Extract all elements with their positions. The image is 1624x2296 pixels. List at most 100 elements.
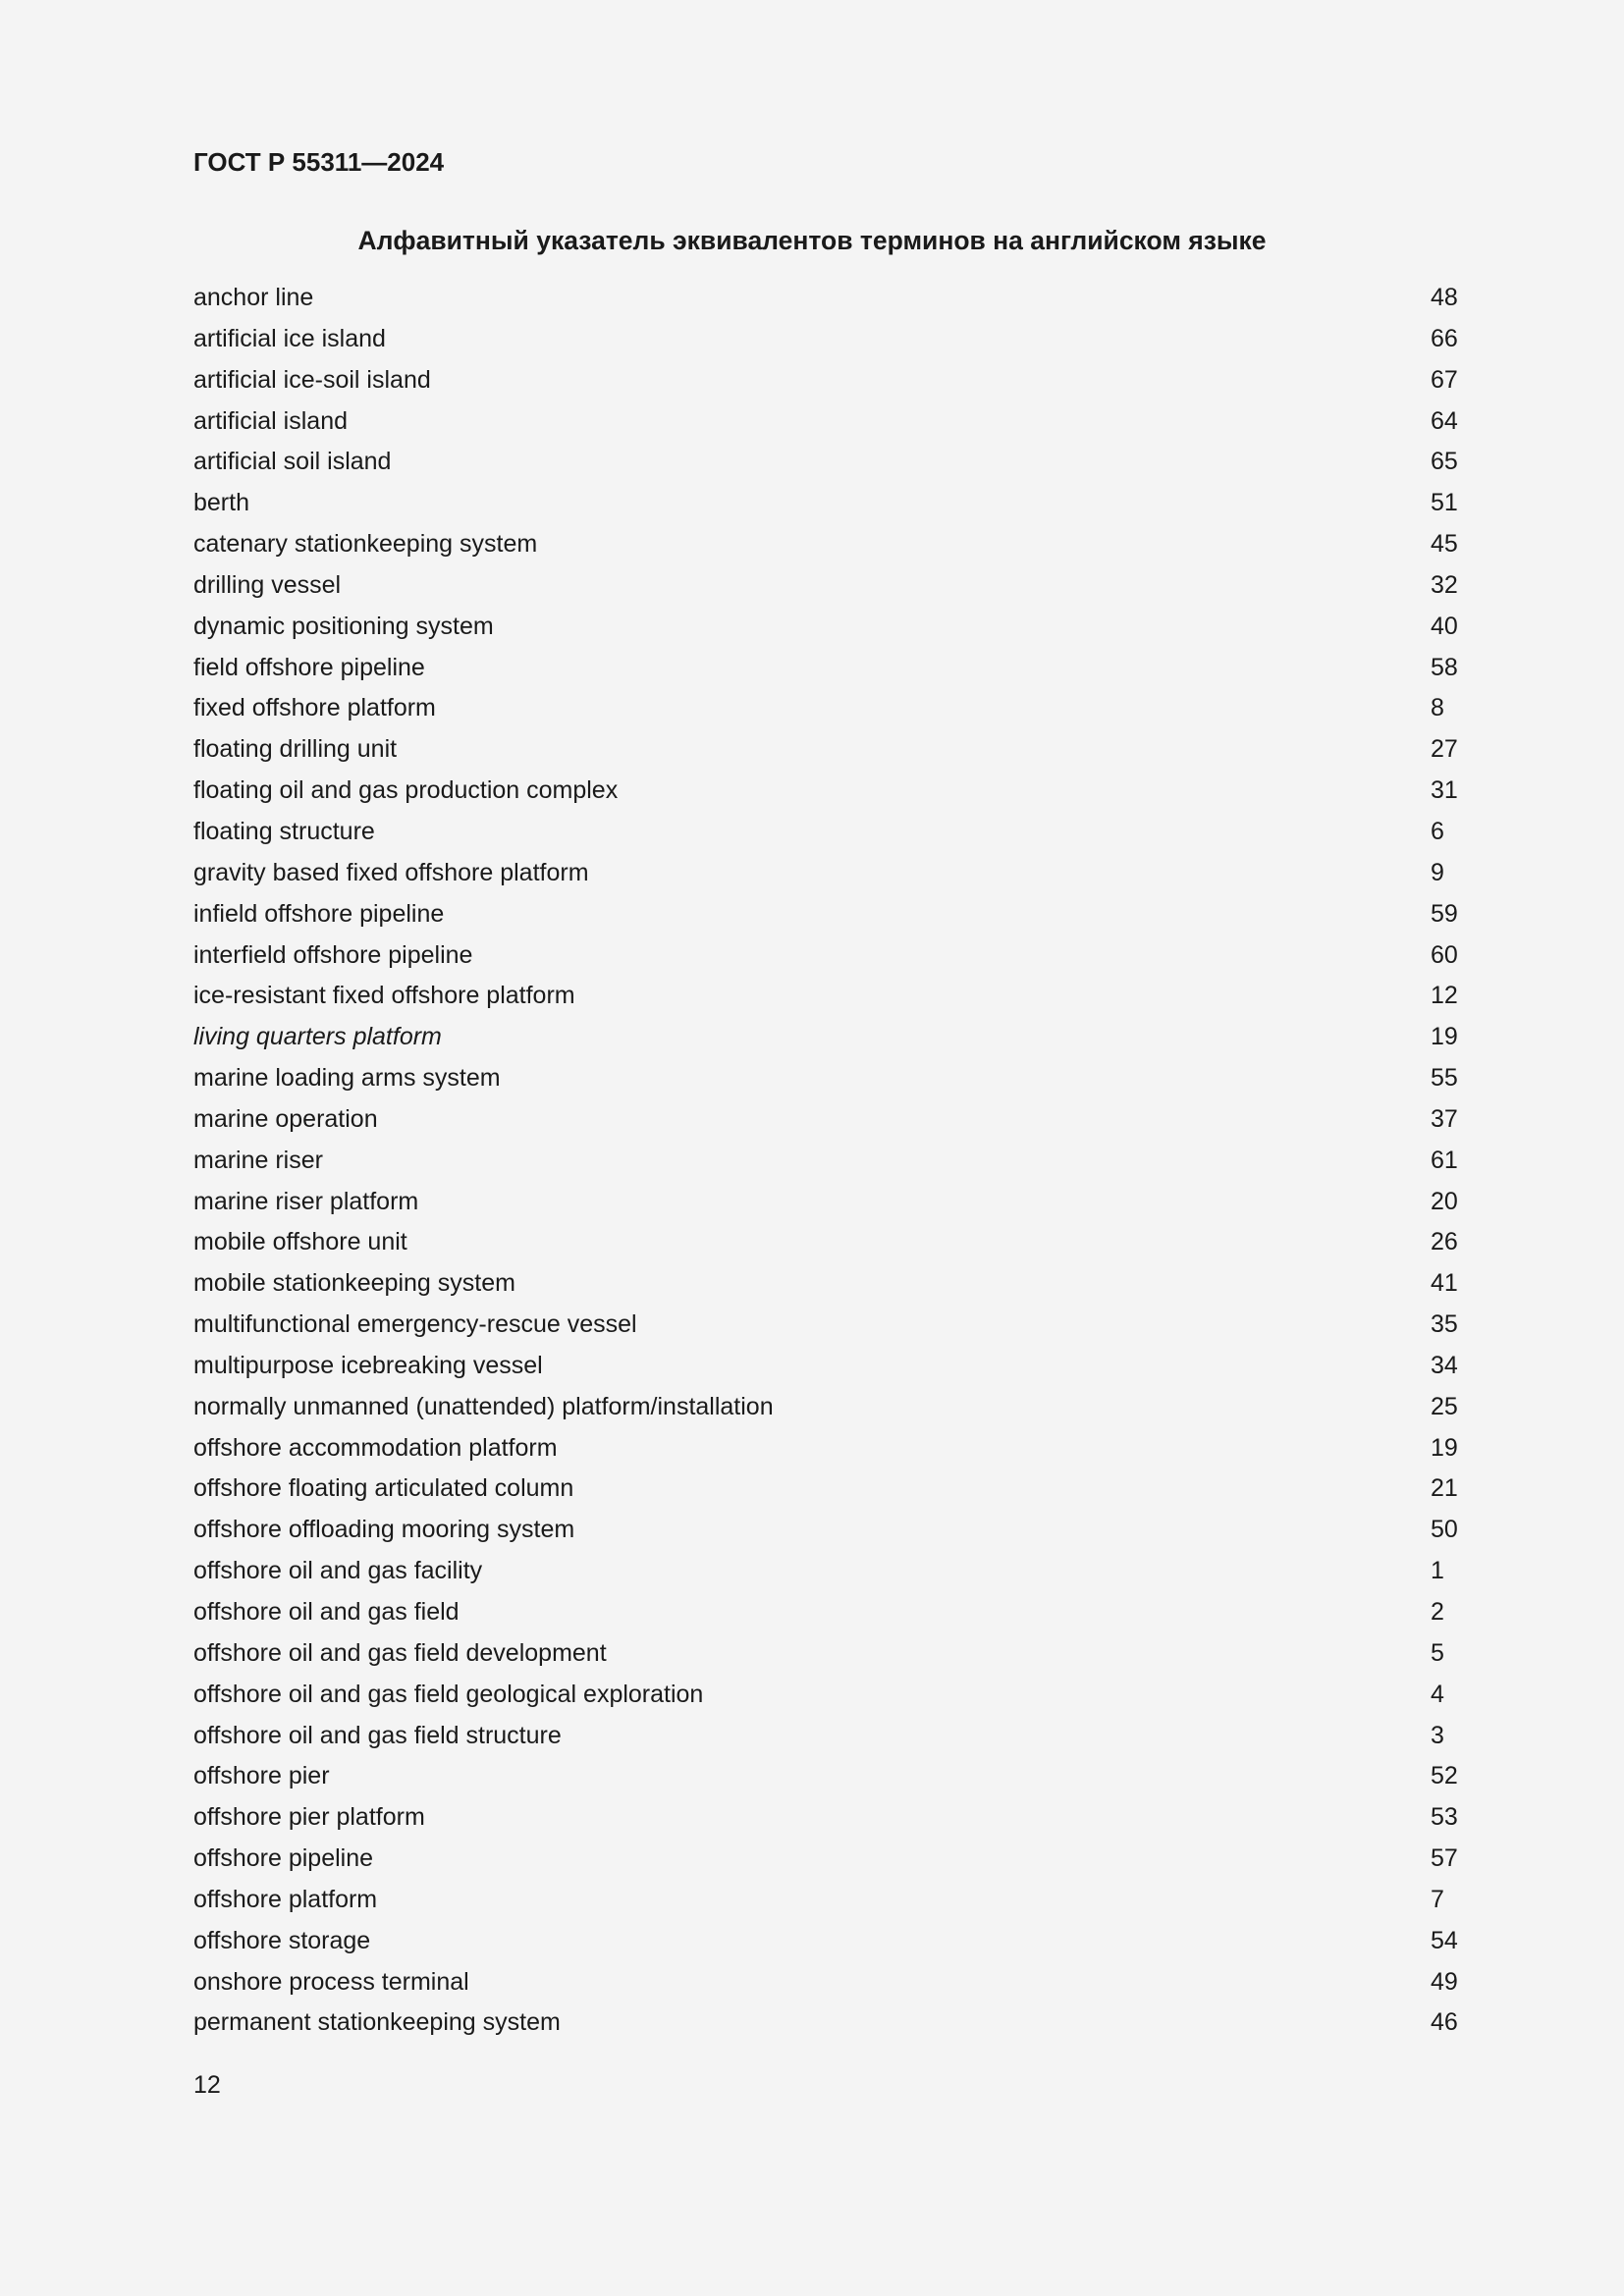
entry-term: offshore offloading mooring system xyxy=(193,1516,575,1544)
entry-number: 34 xyxy=(1431,1351,1458,1379)
index-entry: artificial ice island 66 xyxy=(193,319,1460,360)
entry-term: mobile offshore unit xyxy=(193,1228,407,1256)
entry-term: offshore storage xyxy=(193,1926,371,1954)
entry-term: fixed offshore platform xyxy=(193,694,436,722)
entry-number: 57 xyxy=(1431,1844,1458,1873)
entry-number: 12 xyxy=(1431,982,1458,1010)
entry-term: living quarters platform xyxy=(193,1023,442,1051)
entry-number: 41 xyxy=(1431,1269,1458,1298)
index-entry: offshore pier platform 53 xyxy=(193,1797,1460,1839)
entry-term: artificial soil island xyxy=(193,448,392,476)
entry-number: 1 xyxy=(1431,1557,1444,1585)
entry-term: field offshore pipeline xyxy=(193,653,425,681)
entry-number: 3 xyxy=(1431,1721,1444,1749)
entry-term: infield offshore pipeline xyxy=(193,899,445,928)
index-entry: dynamic positioning system 40 xyxy=(193,607,1460,648)
index-entry: mobile stationkeeping system 41 xyxy=(193,1263,1460,1305)
index-entry: permanent stationkeeping system 46 xyxy=(193,2002,1460,2044)
entry-term: offshore pier platform xyxy=(193,1803,425,1832)
entry-number: 2 xyxy=(1431,1598,1444,1626)
index-entry: field offshore pipeline 58 xyxy=(193,648,1460,689)
entry-term: offshore oil and gas field xyxy=(193,1598,460,1626)
index-entry: mobile offshore unit 26 xyxy=(193,1222,1460,1263)
index-entry: offshore oil and gas field 2 xyxy=(193,1592,1460,1633)
index-entry: marine operation 37 xyxy=(193,1099,1460,1141)
entry-number: 48 xyxy=(1431,284,1458,311)
index-entry: floating oil and gas production complex 3… xyxy=(193,771,1460,812)
index-entry: marine riser 61 xyxy=(193,1141,1460,1182)
index-entry: offshore pier 52 xyxy=(193,1756,1460,1797)
index-entry: offshore floating articulated column 21 xyxy=(193,1468,1460,1510)
page-title: Алфавитный указатель эквивалентов термин… xyxy=(357,226,1267,255)
term-index-list: anchor line 48 artificial ice island 66 arti… xyxy=(193,278,1460,2044)
index-entry: offshore oil and gas field structure 3 xyxy=(193,1716,1460,1757)
entry-term: multipurpose icebreaking vessel xyxy=(193,1351,543,1379)
entry-number: 58 xyxy=(1431,653,1458,681)
entry-number: 66 xyxy=(1431,324,1458,352)
index-entry: offshore oil and gas facility 1 xyxy=(193,1551,1460,1592)
index-entry: ice-resistant fixed offshore platform 12 xyxy=(193,976,1460,1017)
index-entry: gravity based fixed offshore platform 9 xyxy=(193,853,1460,894)
entry-term: interfield offshore pipeline xyxy=(193,940,473,969)
entry-number: 55 xyxy=(1431,1064,1458,1093)
index-entry: anchor line 48 xyxy=(193,278,1460,319)
index-entry: marine loading arms system 55 xyxy=(193,1058,1460,1099)
standard-header: ГОСТ Р 55311—2024 xyxy=(193,147,445,177)
index-entry: floating structure 6 xyxy=(193,812,1460,853)
entry-number: 64 xyxy=(1431,406,1458,435)
index-entry: offshore pipeline 57 xyxy=(193,1839,1460,1880)
entry-number: 65 xyxy=(1431,448,1458,476)
entry-term: dynamic positioning system xyxy=(193,612,494,640)
entry-term: marine operation xyxy=(193,1104,378,1133)
entry-term: permanent stationkeeping system xyxy=(193,2008,561,2037)
entry-term: drilling vessel xyxy=(193,570,342,599)
entry-number: 6 xyxy=(1431,817,1444,845)
entry-number: 20 xyxy=(1431,1187,1458,1215)
index-entry: marine riser platform 20 xyxy=(193,1182,1460,1223)
entry-term: offshore accommodation platform xyxy=(193,1433,558,1462)
entry-term: gravity based fixed offshore platform xyxy=(193,858,589,886)
index-entry: fixed offshore platform 8 xyxy=(193,688,1460,729)
entry-number: 8 xyxy=(1431,694,1444,722)
entry-term: marine riser xyxy=(193,1146,323,1174)
entry-number: 52 xyxy=(1431,1762,1458,1790)
index-entry: catenary stationkeeping system 45 xyxy=(193,524,1460,565)
index-entry: berth 51 xyxy=(193,483,1460,524)
entry-number: 60 xyxy=(1431,940,1458,969)
entry-term: offshore oil and gas facility xyxy=(193,1557,483,1585)
entry-number: 40 xyxy=(1431,612,1458,640)
entry-number: 5 xyxy=(1431,1638,1444,1667)
entry-number: 21 xyxy=(1431,1474,1458,1503)
entry-number: 9 xyxy=(1431,858,1444,886)
entry-term: anchor line xyxy=(193,284,314,311)
index-entry: offshore offloading mooring system 50 xyxy=(193,1510,1460,1551)
index-entry: artificial island 64 xyxy=(193,401,1460,443)
entry-term: offshore floating articulated column xyxy=(193,1474,574,1503)
entry-number: 19 xyxy=(1431,1023,1458,1051)
entry-term: onshore process terminal xyxy=(193,1967,469,1996)
entry-number: 7 xyxy=(1431,1885,1444,1913)
entry-number: 53 xyxy=(1431,1803,1458,1832)
entry-term: offshore pier xyxy=(193,1762,330,1790)
entry-number: 45 xyxy=(1431,530,1458,559)
entry-term: offshore oil and gas field geological ex… xyxy=(193,1680,704,1708)
entry-number: 4 xyxy=(1431,1680,1444,1708)
entry-term: offshore oil and gas field structure xyxy=(193,1721,562,1749)
entry-term: floating structure xyxy=(193,817,375,845)
entry-number: 35 xyxy=(1431,1310,1458,1339)
entry-term: artificial island xyxy=(193,406,349,435)
entry-term: catenary stationkeeping system xyxy=(193,530,538,559)
entry-term: floating drilling unit xyxy=(193,735,398,764)
entry-term: marine riser platform xyxy=(193,1187,419,1215)
index-entry: multipurpose icebreaking vessel 34 xyxy=(193,1346,1460,1387)
index-entry: offshore platform 7 xyxy=(193,1880,1460,1921)
index-entry: offshore oil and gas field development 5 xyxy=(193,1633,1460,1675)
entry-term: artificial ice island xyxy=(193,324,386,352)
entry-number: 37 xyxy=(1431,1104,1458,1133)
entry-number: 51 xyxy=(1431,489,1458,517)
index-entry: offshore oil and gas field geological ex… xyxy=(193,1675,1460,1716)
index-entry: offshore accommodation platform 19 xyxy=(193,1428,1460,1469)
entry-number: 31 xyxy=(1431,776,1458,805)
entry-term: marine loading arms system xyxy=(193,1064,501,1093)
entry-term: offshore platform xyxy=(193,1885,378,1913)
